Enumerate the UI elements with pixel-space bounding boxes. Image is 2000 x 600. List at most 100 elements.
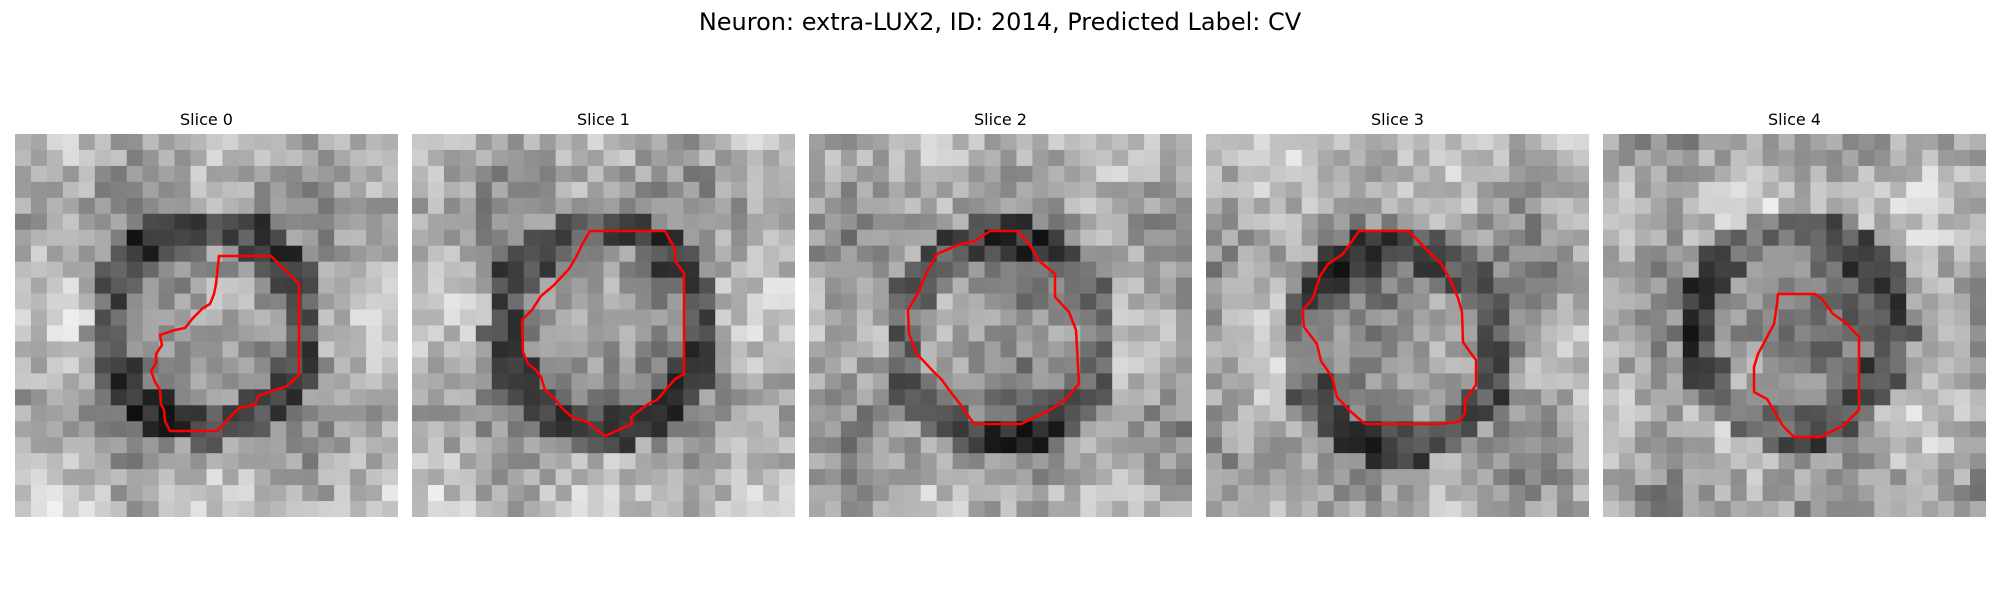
pixel [382,421,398,438]
pixel [334,134,351,151]
pixel [603,213,621,231]
pixel [1253,309,1271,327]
pixel [715,485,732,502]
pixel [936,197,954,215]
pixel [1954,261,1971,279]
pixel [1810,485,1828,502]
pixel [1000,165,1018,183]
pixel [1954,229,1971,247]
pixel [412,373,429,390]
pixel [350,134,367,151]
pixel [30,325,48,343]
pixel [1794,405,1812,422]
pixel [635,453,652,470]
pixel [1128,245,1145,263]
pixel [731,453,748,470]
pixel [1634,373,1652,390]
pixel [238,341,255,359]
pixel [1000,437,1018,454]
pixel [968,181,986,199]
pixel [1285,373,1303,390]
pixel [1317,229,1335,247]
pixel [1922,181,1939,199]
pixel [904,165,922,183]
pixel [1874,134,1891,151]
pixel [1317,181,1335,199]
pixel [1176,197,1192,215]
pixel [1938,165,1955,183]
pixel [840,229,858,247]
pixel [635,261,652,279]
pixel [1064,229,1081,247]
pixel [1890,357,1907,374]
pixel [206,213,224,231]
pixel [1810,501,1828,517]
pixel [1874,405,1891,422]
pixel [412,245,429,263]
pixel [238,149,255,167]
pixel [286,293,303,311]
pixel [936,485,954,502]
pixel [1128,229,1145,247]
pixel [888,293,906,311]
pixel [1269,277,1287,295]
pixel [1285,181,1303,199]
pixel [1938,245,1955,263]
pixel [1810,437,1828,454]
pixel [382,134,398,151]
pixel [110,373,128,390]
pixel [1541,357,1558,374]
pixel [1746,229,1764,247]
pixel [824,181,842,199]
pixel [1381,165,1399,183]
pixel [1698,134,1716,151]
pixel [1906,405,1923,422]
pixel [809,341,826,359]
pixel [1333,213,1351,231]
pixel [1176,437,1192,454]
pixel [238,405,255,422]
pixel [412,469,429,486]
pixel [1842,293,1859,311]
pixel [683,453,700,470]
pixel [571,261,589,279]
pixel-grid [809,134,1192,517]
pixel [1573,421,1589,438]
pixel [1160,181,1177,199]
pixel [1206,181,1223,199]
pixel [555,421,573,438]
pixel [1429,229,1446,247]
pixel [1525,245,1542,263]
pixel [1541,181,1558,199]
pixel [62,134,80,151]
pixel [1080,309,1097,327]
pixel [1762,453,1780,470]
pixel [587,309,605,327]
pixel [491,405,509,422]
pixel [1525,341,1542,359]
pixel [1650,149,1668,167]
pixel [1557,197,1574,215]
pixel [1938,437,1955,454]
pixel [459,245,477,263]
pixel [779,373,795,390]
pixel [507,229,525,247]
pixel [1000,421,1018,438]
pixel [1682,309,1700,327]
pixel [571,325,589,343]
pixel [1778,229,1796,247]
pixel [507,213,525,231]
pixel [523,134,541,151]
pixel [1842,165,1859,183]
pixel [1445,149,1462,167]
pixel [699,134,716,151]
pixel [94,373,112,390]
pixel [366,245,383,263]
pixel [731,389,748,406]
pixel [1890,405,1907,422]
pixel [412,229,429,247]
pixel [763,213,780,231]
pixel [571,501,589,517]
pixel [1365,389,1383,406]
pixel [174,213,192,231]
